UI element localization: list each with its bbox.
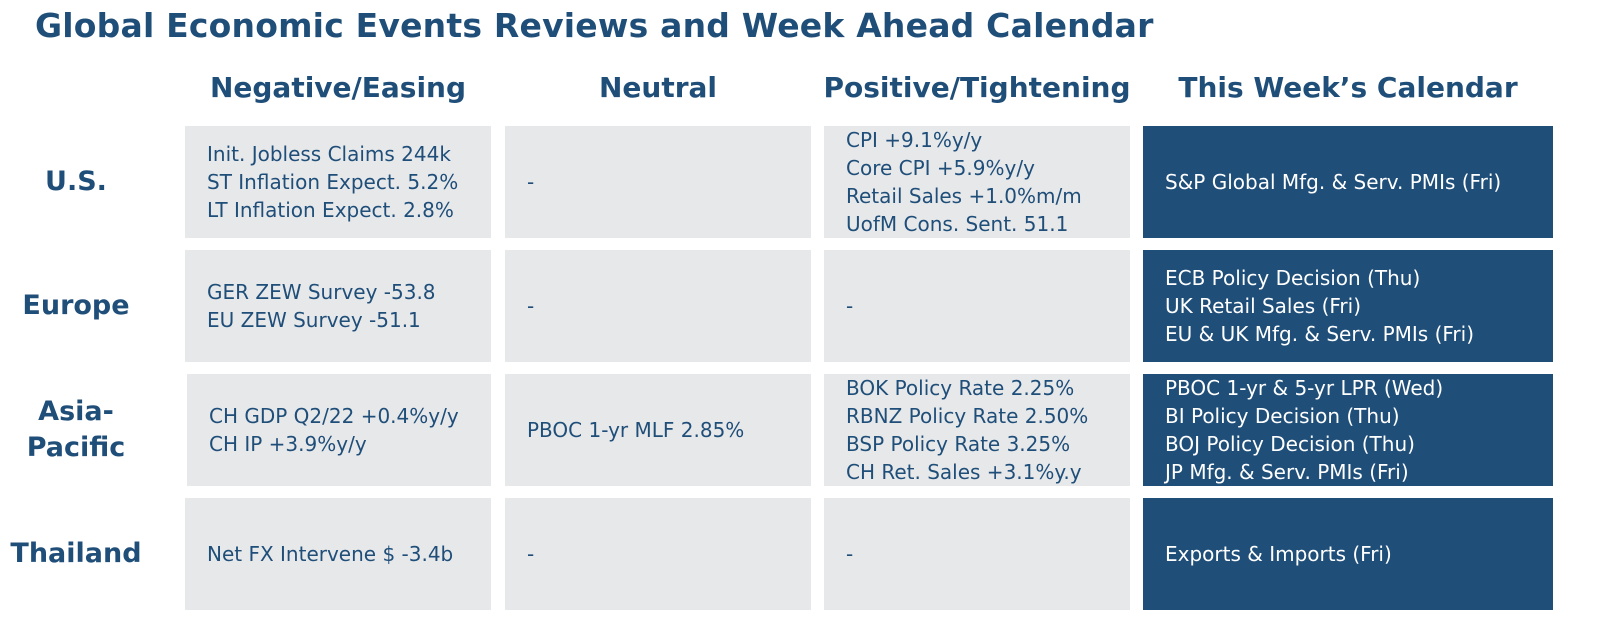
cell-europe-neutral: -	[505, 250, 811, 362]
row-label-europe: Europe	[22, 290, 130, 321]
event-item: CH Ret. Sales +3.1%y.y	[846, 460, 1082, 484]
calendar-item: BI Policy Decision (Thu)	[1165, 404, 1400, 428]
cell-asia-negative: CH GDP Q2/22 +0.4%y/y CH IP +3.9%y/y	[187, 374, 491, 486]
cell-us-neutral: -	[505, 126, 811, 238]
event-item: CH IP +3.9%y/y	[209, 432, 367, 456]
row-label-thailand: Thailand	[10, 538, 142, 569]
event-item: ST Inflation Expect. 5.2%	[207, 170, 459, 194]
event-item: BSP Policy Rate 3.25%	[846, 432, 1071, 456]
row-label-asia-pacific: Asia- Pacific	[0, 374, 152, 486]
event-item: GER ZEW Survey -53.8	[207, 280, 436, 304]
cell-europe-positive: -	[824, 250, 1130, 362]
column-header-negative: Negative/Easing	[209, 70, 467, 104]
row-label-us: U.S.	[45, 166, 107, 197]
event-item: CH GDP Q2/22 +0.4%y/y	[209, 404, 459, 428]
column-header-calendar: This Week’s Calendar	[1178, 70, 1518, 104]
event-item: -	[527, 294, 535, 318]
calendar-item: UK Retail Sales (Fri)	[1165, 294, 1362, 318]
event-item: -	[846, 294, 854, 318]
cell-us-positive: CPI +9.1%y/y Core CPI +5.9%y/y Retail Sa…	[824, 126, 1130, 238]
cell-thailand-neutral: -	[505, 498, 811, 610]
cell-us-negative: Init. Jobless Claims 244k ST Inflation E…	[185, 126, 491, 238]
calendar-item: BOJ Policy Decision (Thu)	[1165, 432, 1415, 456]
calendar-item: Exports & Imports (Fri)	[1165, 542, 1392, 566]
event-item: CPI +9.1%y/y	[846, 128, 983, 152]
event-item: UofM Cons. Sent. 51.1	[846, 212, 1069, 236]
cell-asia-calendar: PBOC 1-yr & 5-yr LPR (Wed) BI Policy Dec…	[1143, 374, 1553, 486]
event-item: Retail Sales +1.0%m/m	[846, 184, 1082, 208]
calendar-item: JP Mfg. & Serv. PMIs (Fri)	[1165, 460, 1409, 484]
event-item: BOK Policy Rate 2.25%	[846, 376, 1075, 400]
event-item: -	[527, 542, 535, 566]
event-item: PBOC 1-yr MLF 2.85%	[527, 418, 745, 442]
event-item: EU ZEW Survey -51.1	[207, 308, 421, 332]
event-item: Init. Jobless Claims 244k	[207, 142, 451, 166]
cell-us-calendar: S&P Global Mfg. & Serv. PMIs (Fri)	[1143, 126, 1553, 238]
column-header-positive: Positive/Tightening	[823, 70, 1131, 104]
event-item: LT Inflation Expect. 2.8%	[207, 198, 454, 222]
column-header-neutral: Neutral	[598, 70, 718, 104]
event-item: Net FX Intervene $ -3.4b	[207, 542, 454, 566]
calendar-item: S&P Global Mfg. & Serv. PMIs (Fri)	[1165, 170, 1502, 194]
page-title: Global Economic Events Reviews and Week …	[35, 6, 1154, 45]
calendar-item: ECB Policy Decision (Thu)	[1165, 266, 1421, 290]
event-item: Core CPI +5.9%y/y	[846, 156, 1035, 180]
event-item: -	[527, 170, 535, 194]
event-item: -	[846, 542, 854, 566]
cell-thailand-negative: Net FX Intervene $ -3.4b	[185, 498, 491, 610]
cell-thailand-positive: -	[824, 498, 1130, 610]
cell-europe-calendar: ECB Policy Decision (Thu) UK Retail Sale…	[1143, 250, 1553, 362]
calendar-item: EU & UK Mfg. & Serv. PMIs (Fri)	[1165, 322, 1475, 346]
cell-thailand-calendar: Exports & Imports (Fri)	[1143, 498, 1553, 610]
row-label-asia-pacific-text: Asia- Pacific	[26, 396, 126, 463]
event-item: RBNZ Policy Rate 2.50%	[846, 404, 1089, 428]
cell-asia-positive: BOK Policy Rate 2.25% RBNZ Policy Rate 2…	[824, 374, 1130, 486]
calendar-item: PBOC 1-yr & 5-yr LPR (Wed)	[1165, 376, 1444, 400]
cell-europe-negative: GER ZEW Survey -53.8 EU ZEW Survey -51.1	[185, 250, 491, 362]
cell-asia-neutral: PBOC 1-yr MLF 2.85%	[505, 374, 811, 486]
